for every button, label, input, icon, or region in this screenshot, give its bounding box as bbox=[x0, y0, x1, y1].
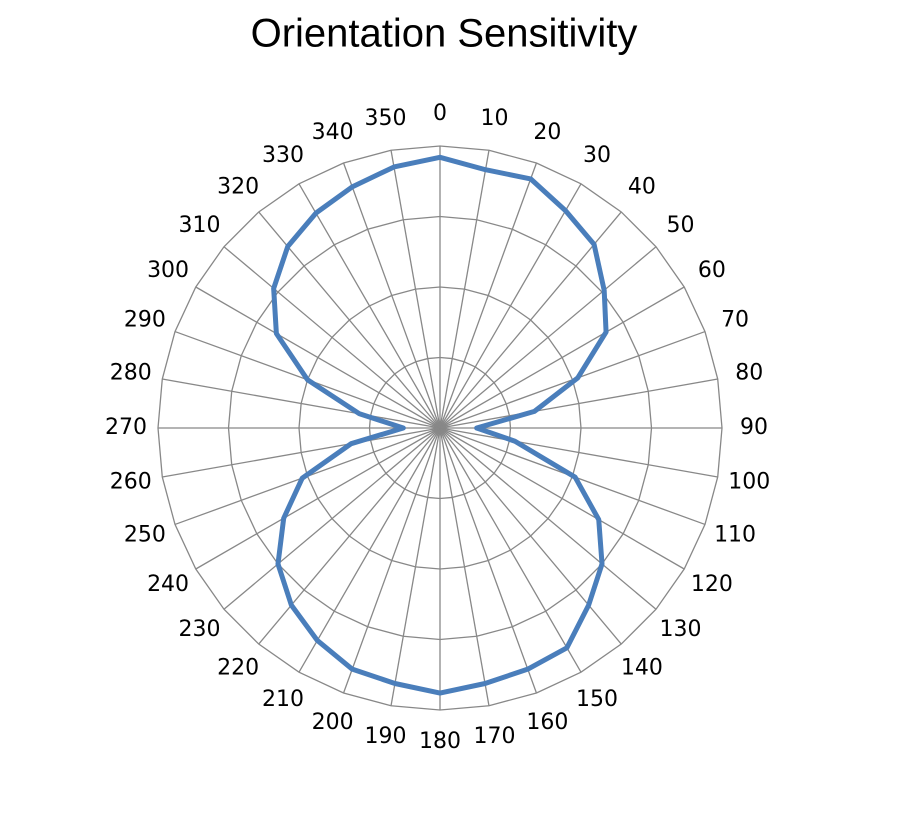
category-label: 130 bbox=[660, 617, 702, 642]
category-label: 50 bbox=[667, 213, 695, 238]
spoke bbox=[258, 427, 441, 645]
category-label: 40 bbox=[628, 174, 656, 199]
spoke bbox=[298, 427, 441, 673]
category-label: 0 bbox=[433, 101, 447, 126]
spoke bbox=[162, 427, 441, 478]
category-label: 260 bbox=[110, 470, 152, 495]
spoke bbox=[342, 427, 441, 694]
category-label: 160 bbox=[526, 710, 568, 735]
category-label: 10 bbox=[481, 106, 509, 131]
category-label: 250 bbox=[124, 522, 166, 547]
category-label: 330 bbox=[262, 143, 304, 168]
category-label: 140 bbox=[621, 656, 663, 681]
spoke bbox=[439, 427, 718, 478]
category-label: 270 bbox=[105, 415, 147, 440]
category-label: 170 bbox=[474, 724, 516, 749]
spoke bbox=[342, 162, 441, 429]
spoke bbox=[439, 427, 490, 706]
category-label: 240 bbox=[147, 572, 189, 597]
category-label: 70 bbox=[721, 308, 749, 333]
spoke bbox=[390, 427, 441, 706]
category-label: 80 bbox=[735, 360, 763, 385]
spoke bbox=[298, 183, 441, 429]
spoke bbox=[390, 150, 441, 429]
category-label: 210 bbox=[262, 687, 304, 712]
category-label: 290 bbox=[124, 308, 166, 333]
spoke bbox=[439, 427, 622, 645]
spoke bbox=[439, 427, 538, 694]
spoke bbox=[439, 246, 657, 429]
category-label: 180 bbox=[419, 729, 461, 754]
series-line bbox=[271, 154, 609, 696]
spoke bbox=[439, 427, 685, 570]
category-label: 280 bbox=[110, 360, 152, 385]
category-label: 320 bbox=[217, 174, 259, 199]
category-label: 230 bbox=[178, 617, 220, 642]
spoke bbox=[439, 183, 582, 429]
category-label: 120 bbox=[691, 572, 733, 597]
category-label: 90 bbox=[740, 415, 768, 440]
category-label: 150 bbox=[576, 687, 618, 712]
spoke bbox=[439, 286, 685, 429]
category-label: 310 bbox=[178, 213, 220, 238]
spoke bbox=[223, 246, 441, 429]
category-label: 110 bbox=[714, 522, 756, 547]
category-label: 30 bbox=[583, 143, 611, 168]
spoke bbox=[195, 286, 441, 429]
spoke bbox=[439, 162, 538, 429]
category-label: 190 bbox=[364, 724, 406, 749]
spoke bbox=[439, 211, 622, 429]
spoke bbox=[439, 378, 718, 429]
category-label: 220 bbox=[217, 656, 259, 681]
chart-title: Orientation Sensitivity bbox=[251, 12, 638, 56]
spoke bbox=[195, 427, 441, 570]
spoke bbox=[223, 427, 441, 610]
category-label: 60 bbox=[698, 258, 726, 283]
category-label: 300 bbox=[147, 258, 189, 283]
category-label: 200 bbox=[312, 710, 354, 735]
category-label: 350 bbox=[364, 106, 406, 131]
spoke bbox=[439, 427, 582, 673]
category-label: 340 bbox=[312, 120, 354, 145]
spoke bbox=[439, 150, 490, 429]
category-label: 20 bbox=[533, 120, 561, 145]
category-label: 100 bbox=[728, 470, 770, 495]
spoke bbox=[439, 427, 657, 610]
spoke bbox=[162, 378, 441, 429]
